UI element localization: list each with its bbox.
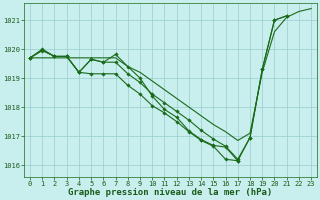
X-axis label: Graphe pression niveau de la mer (hPa): Graphe pression niveau de la mer (hPa) bbox=[68, 188, 273, 197]
